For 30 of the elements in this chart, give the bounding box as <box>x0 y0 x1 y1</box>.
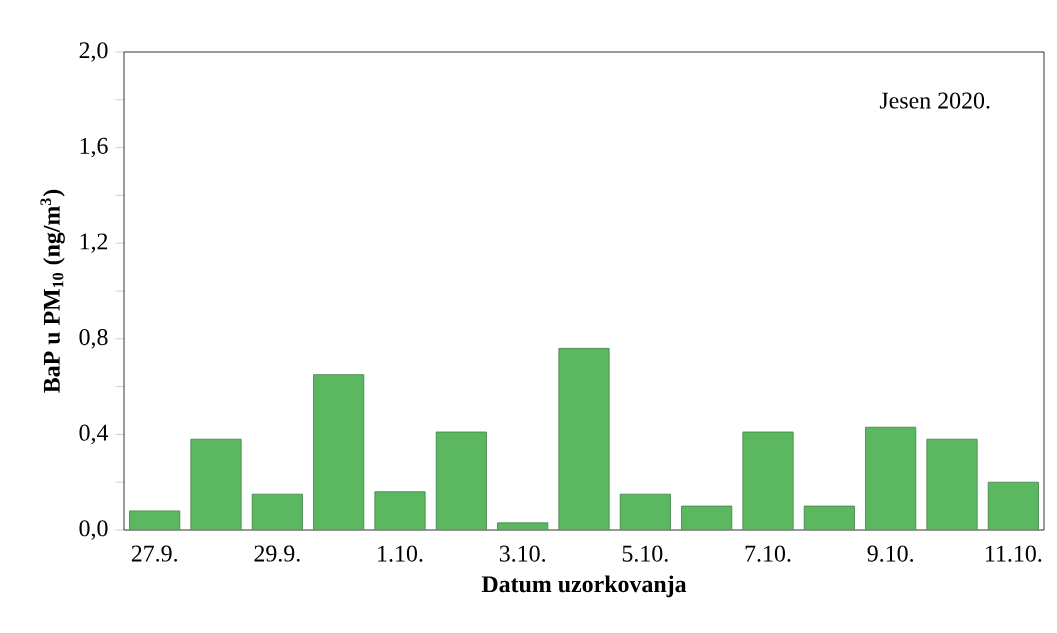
bar <box>804 506 855 530</box>
bar <box>436 432 487 530</box>
y-tick-label: 0,4 <box>79 424 109 445</box>
bar <box>313 374 364 530</box>
y-tick-label: 0,0 <box>79 520 108 540</box>
y-tick-label: 2,0 <box>79 42 108 62</box>
y-tick-label: 1,6 <box>80 137 108 158</box>
bar <box>252 494 303 530</box>
bar <box>374 491 426 530</box>
bar <box>620 494 671 530</box>
y-tick-label: 1,2 <box>80 233 108 253</box>
x-tick-label: 11.10. <box>985 545 1042 562</box>
bar <box>558 348 610 530</box>
annotation: Jesen 2020. <box>879 92 990 109</box>
bar <box>926 439 978 530</box>
bar <box>742 432 794 530</box>
bar <box>865 427 916 530</box>
x-tick-label: 9.10. <box>867 545 914 562</box>
bar <box>190 439 242 530</box>
x-tick-label: 27.9. <box>131 545 178 562</box>
x-tick-label: 5.10. <box>622 545 668 562</box>
y-tick-label: 0,8 <box>79 329 108 349</box>
x-tick-label: 7.10. <box>745 545 791 562</box>
x-axis-title: Datum uzorkovanja <box>481 575 687 598</box>
x-tick-label: 1.10. <box>378 545 423 562</box>
bar <box>681 506 732 530</box>
y-axis-title: BaP u PM$_{10}$ (ng/m$^{3}$) <box>40 189 65 393</box>
x-tick-label: 29.9. <box>254 545 300 562</box>
x-tick-label: 3.10. <box>499 545 546 562</box>
bar <box>987 481 1039 530</box>
